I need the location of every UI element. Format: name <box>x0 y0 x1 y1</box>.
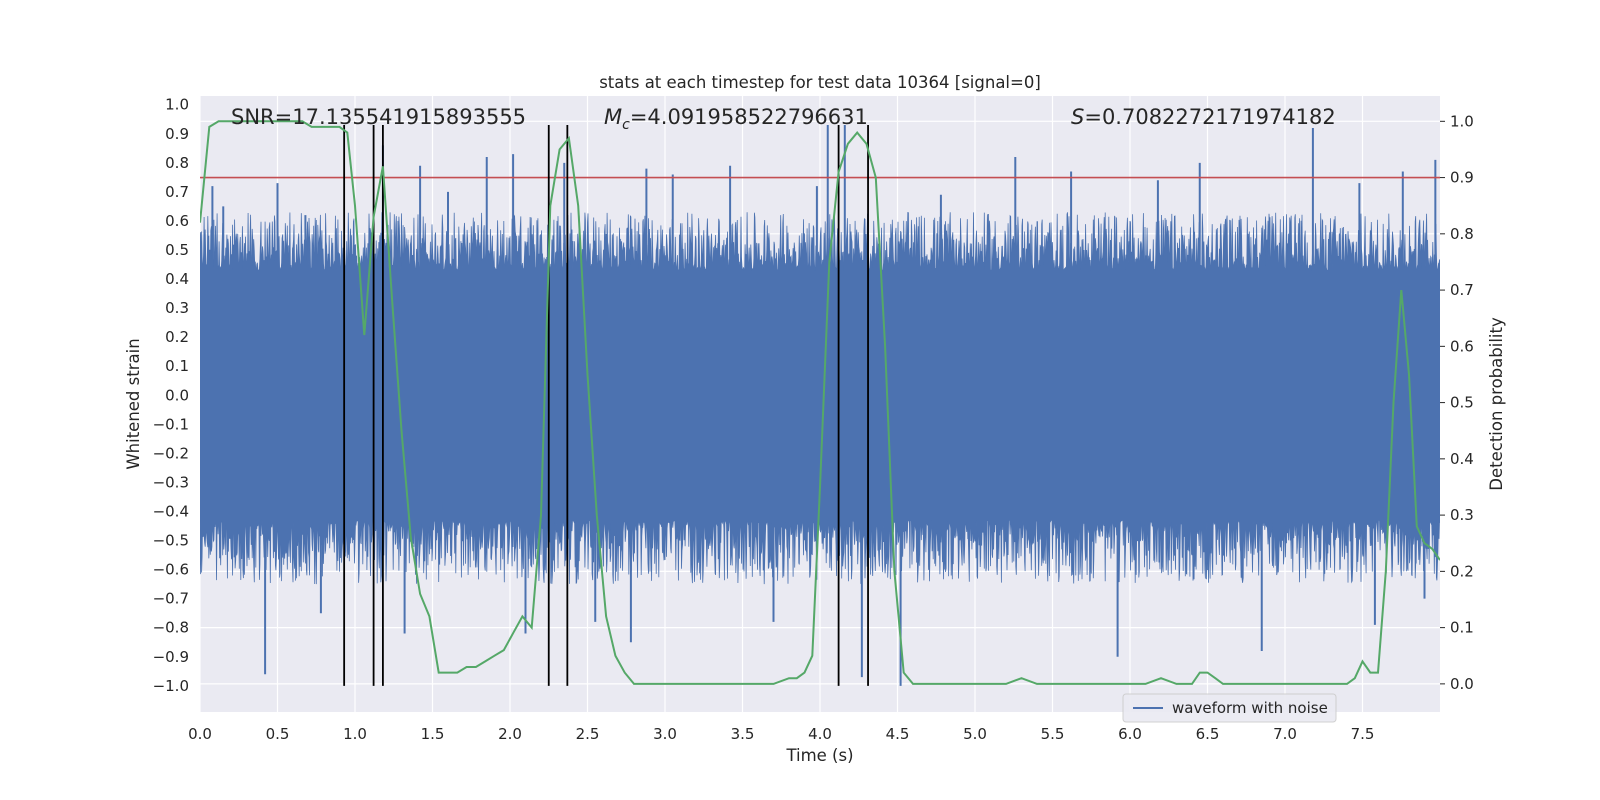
y-right-tick-label: 0.3 <box>1450 506 1474 524</box>
probability-line <box>200 120 1440 685</box>
y-right-tick-label: 0.6 <box>1450 337 1474 355</box>
x-axis-ticks: 0.0 0.5 1.0 1.5 2.0 2.5 3.0 3.5 4.0 4.5 5.0 5.5 6.0 6… <box>188 725 1374 743</box>
chart-title: stats at each timestep for test data 103… <box>599 73 1041 92</box>
legend-label: waveform with noise <box>1172 699 1328 717</box>
s-value: =0.7082272171974182 <box>1084 105 1335 129</box>
y-left-tick-label: −0.5 <box>153 532 189 550</box>
y-right-tick-label: 0.2 <box>1450 562 1474 580</box>
y-left-tick-label: 0.8 <box>165 154 189 172</box>
x-tick-label: 5.5 <box>1041 725 1065 743</box>
y-left-tick-label: 0.9 <box>165 125 189 143</box>
snr-annotation: SNR=17.135541915893555 <box>231 105 526 129</box>
y-left-tick-label: 0.4 <box>165 270 189 288</box>
chirp-mass-symbol: M <box>604 105 622 129</box>
y-left-tick-label: 0.5 <box>165 241 189 259</box>
chirp-mass-subscript: c <box>622 117 630 133</box>
s-symbol: S <box>1071 105 1084 129</box>
x-tick-label: 3.5 <box>731 725 755 743</box>
y-left-tick-label: −0.9 <box>153 648 189 666</box>
y-right-axis-ticks: 1.0 0.9 0.8 0.7 0.6 0.5 0.4 0.3 0.2 0.1 0.0 <box>1440 112 1474 693</box>
y-left-tick-label: 0.7 <box>165 183 189 201</box>
x-tick-label: 3.0 <box>653 725 677 743</box>
y-right-tick-label: 0.5 <box>1450 394 1474 412</box>
x-tick-label: 6.0 <box>1118 725 1142 743</box>
x-tick-label: 7.0 <box>1273 725 1297 743</box>
x-tick-label: 7.5 <box>1351 725 1375 743</box>
x-tick-label: 1.0 <box>343 725 367 743</box>
x-tick-label: 1.5 <box>421 725 445 743</box>
y-left-tick-label: −0.6 <box>153 561 189 579</box>
s-annotation: S=0.7082272171974182 <box>1071 105 1336 129</box>
y-right-tick-label: 0.0 <box>1450 675 1474 693</box>
y-right-tick-label: 0.8 <box>1450 225 1474 243</box>
y-left-axis-label: Whitened strain <box>124 338 143 469</box>
y-right-tick-label: 0.1 <box>1450 619 1474 637</box>
x-tick-label: 0.0 <box>188 725 212 743</box>
x-tick-label: 2.0 <box>498 725 522 743</box>
y-right-axis-label: Detection probability <box>1487 317 1506 491</box>
chirp-mass-annotation: Mc=4.091958522796631 <box>604 105 868 133</box>
legend: waveform with noise <box>1122 693 1337 723</box>
x-tick-label: 6.5 <box>1196 725 1220 743</box>
y-left-tick-label: 0.3 <box>165 299 189 317</box>
y-right-tick-label: 1.0 <box>1450 112 1474 130</box>
y-left-tick-label: 0.0 <box>165 386 189 404</box>
x-tick-label: 5.0 <box>963 725 987 743</box>
x-tick-label: 4.0 <box>808 725 832 743</box>
y-right-tick-label: 0.9 <box>1450 169 1474 187</box>
x-tick-label: 0.5 <box>266 725 290 743</box>
legend-box <box>1122 693 1337 723</box>
y-left-tick-label: 0.2 <box>165 328 189 346</box>
y-right-tick-label: 0.4 <box>1450 450 1474 468</box>
y-right-tick-label: 0.7 <box>1450 281 1474 299</box>
y-left-tick-label: −0.1 <box>153 415 189 433</box>
y-left-tick-label: 1.0 <box>165 96 189 114</box>
y-left-tick-label: −0.4 <box>153 503 189 521</box>
event-markers <box>343 125 869 686</box>
y-left-tick-label: −0.8 <box>153 619 189 637</box>
y-left-tick-label: 0.1 <box>165 357 189 375</box>
y-left-axis-ticks: 1.0 0.9 0.8 0.7 0.6 0.5 0.4 0.3 0.2 0.1 0.0 −0.1 −0.… <box>153 96 189 695</box>
y-left-tick-label: −0.3 <box>153 473 189 491</box>
chirp-mass-value: =4.091958522796631 <box>630 105 868 129</box>
probability-series <box>200 120 1440 685</box>
y-left-tick-label: 0.6 <box>165 212 189 230</box>
x-axis-label: Time (s) <box>785 746 853 765</box>
y-left-tick-label: −0.7 <box>153 590 189 608</box>
y-left-tick-label: −0.2 <box>153 444 189 462</box>
waveform-band <box>200 211 1440 585</box>
x-tick-label: 4.5 <box>886 725 910 743</box>
y-left-tick-label: −1.0 <box>153 677 189 695</box>
x-tick-label: 2.5 <box>576 725 600 743</box>
